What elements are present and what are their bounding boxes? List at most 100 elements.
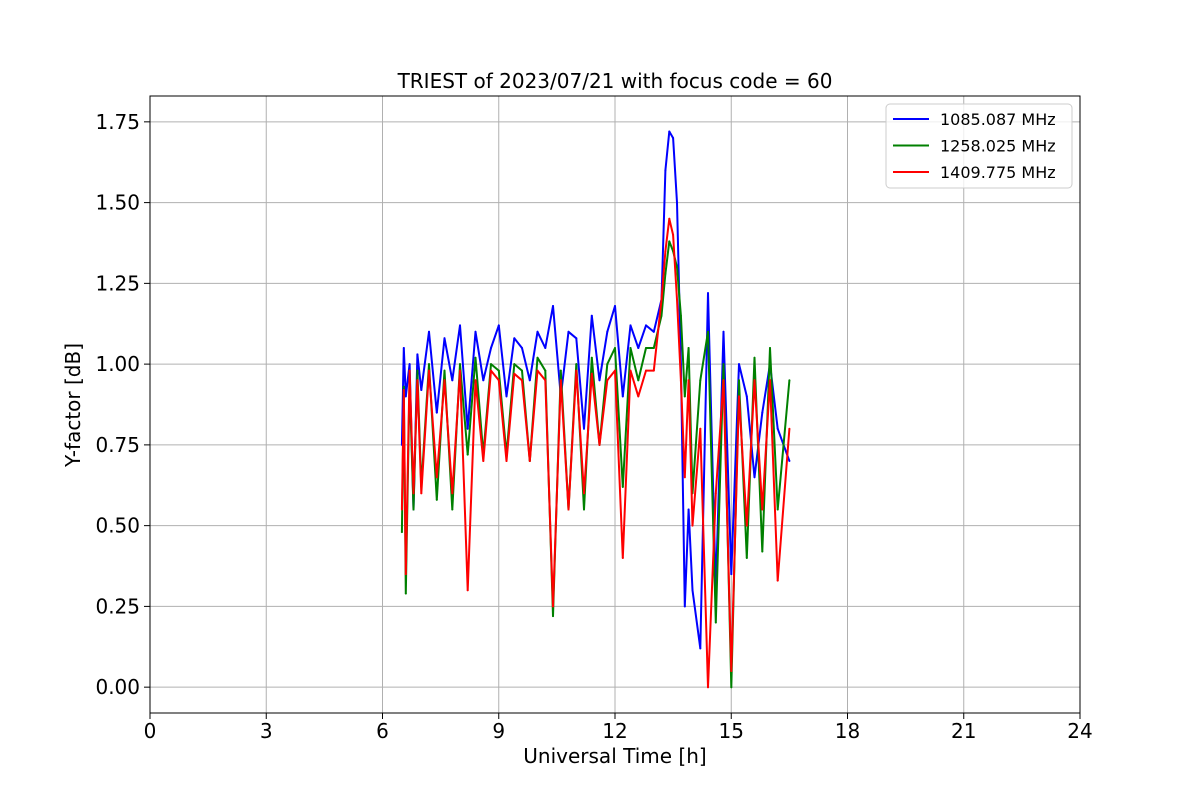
- series-1-point: [730, 573, 733, 576]
- series-2-point: [679, 314, 682, 317]
- series-3-point: [769, 379, 771, 382]
- series-1-point: [691, 589, 694, 592]
- x-tick-label: 3: [260, 719, 273, 743]
- series-1-point: [416, 353, 419, 356]
- series-2-point: [652, 347, 655, 349]
- series-2-point: [443, 369, 446, 372]
- y-tick-label: 0.00: [95, 675, 140, 699]
- series-2-point: [660, 314, 663, 317]
- series-2-point: [513, 363, 516, 366]
- series-3-point: [528, 460, 531, 462]
- series-3-point: [400, 508, 403, 511]
- series-2-point: [521, 369, 523, 372]
- series-3-point: [660, 298, 663, 301]
- series-3-point: [687, 379, 690, 382]
- series-1-point: [497, 324, 500, 327]
- series-2-point: [536, 356, 539, 359]
- series-1-point: [428, 330, 430, 333]
- series-2-point: [404, 592, 407, 595]
- series-3-point: [443, 379, 446, 382]
- series-2-point: [428, 363, 430, 366]
- x-tick-label: 9: [492, 719, 505, 743]
- series-1-point: [707, 292, 709, 295]
- series-1-point: [687, 508, 690, 511]
- series-2-point: [714, 621, 717, 624]
- y-tick-label: 0.75: [95, 433, 140, 457]
- series-3-point: [730, 670, 733, 672]
- series-2-point: [590, 356, 593, 359]
- series-1-point: [722, 330, 725, 333]
- series-3-point: [691, 524, 694, 527]
- series-3-point: [490, 369, 492, 372]
- series-3-point: [559, 379, 562, 382]
- series-3-point: [435, 476, 438, 479]
- series-1-point: [544, 347, 547, 349]
- legend-label-1: 1085.087 MHz: [940, 110, 1056, 129]
- series-2-point: [645, 347, 647, 349]
- series-1-point: [505, 395, 508, 398]
- series-3-point: [645, 369, 647, 372]
- series-3-point: [699, 427, 702, 430]
- y-axis-title: Y-factor [dB]: [61, 343, 85, 468]
- x-tick-label: 15: [719, 719, 744, 743]
- series-1-point: [668, 130, 671, 133]
- series-3-point: [521, 379, 523, 382]
- series-1-point: [521, 347, 523, 349]
- series-3-point: [679, 379, 682, 382]
- series-1-point: [474, 330, 477, 333]
- series-3-point: [707, 686, 709, 689]
- series-2-point: [676, 266, 678, 269]
- series-1-point: [621, 395, 624, 398]
- series-1-point: [575, 337, 578, 340]
- x-tick-label: 12: [602, 719, 627, 743]
- grid-layer: [149, 96, 1081, 713]
- x-tick-label: 18: [835, 719, 860, 743]
- series-2-point: [738, 379, 740, 382]
- series-3-point: [544, 379, 547, 382]
- x-tick-label: 6: [376, 719, 389, 743]
- series-3-point: [788, 427, 791, 430]
- series-1-point: [664, 169, 667, 172]
- series-1-point: [513, 337, 516, 340]
- series-2-point: [416, 369, 419, 372]
- series-3-point: [402, 389, 405, 391]
- series-3-point: [428, 369, 430, 372]
- series-2-point: [769, 347, 771, 349]
- series-2-point: [629, 347, 632, 349]
- series-3-point: [474, 379, 477, 382]
- series-2-point: [435, 498, 438, 501]
- series-1-point: [552, 305, 554, 307]
- ticks-layer: 0 3 6 9 12 15 18 21 24 0.00 0.25 0.50 0.75 1.00 1.25 1.…: [95, 110, 1092, 743]
- series-3-point: [714, 492, 717, 495]
- series-2-point: [683, 395, 686, 398]
- series-1-point: [443, 337, 446, 340]
- series-3-point: [420, 492, 423, 495]
- series-3-point: [583, 492, 585, 495]
- y-tick-label: 1.25: [95, 271, 140, 295]
- series-3-point: [614, 369, 616, 372]
- series-2-point: [459, 363, 461, 366]
- series-1-point: [598, 379, 601, 382]
- y-tick-label: 0.25: [95, 594, 140, 618]
- series-2-point: [776, 508, 779, 511]
- series-1-point: [761, 411, 764, 414]
- series-1-point: [652, 330, 655, 333]
- series-1-point: [629, 324, 632, 327]
- series-1-point: [459, 324, 461, 327]
- series-2-point: [412, 508, 415, 511]
- y-tick-label: 1.75: [95, 110, 140, 134]
- series-3-point: [513, 372, 516, 375]
- series-3-point: [637, 395, 640, 398]
- series-2-point: [474, 356, 477, 359]
- x-tick-label: 0: [144, 719, 157, 743]
- x-tick-label: 21: [951, 719, 976, 743]
- series-3-point: [761, 508, 764, 511]
- series-1-point: [614, 305, 616, 307]
- series-2-point: [699, 379, 702, 382]
- series-1-point: [466, 427, 469, 430]
- series-2-point: [687, 347, 690, 349]
- series-2-point: [490, 363, 492, 366]
- series-3-point: [590, 372, 593, 375]
- x-tick-label: 24: [1067, 719, 1092, 743]
- y-tick-label: 1.50: [95, 191, 140, 215]
